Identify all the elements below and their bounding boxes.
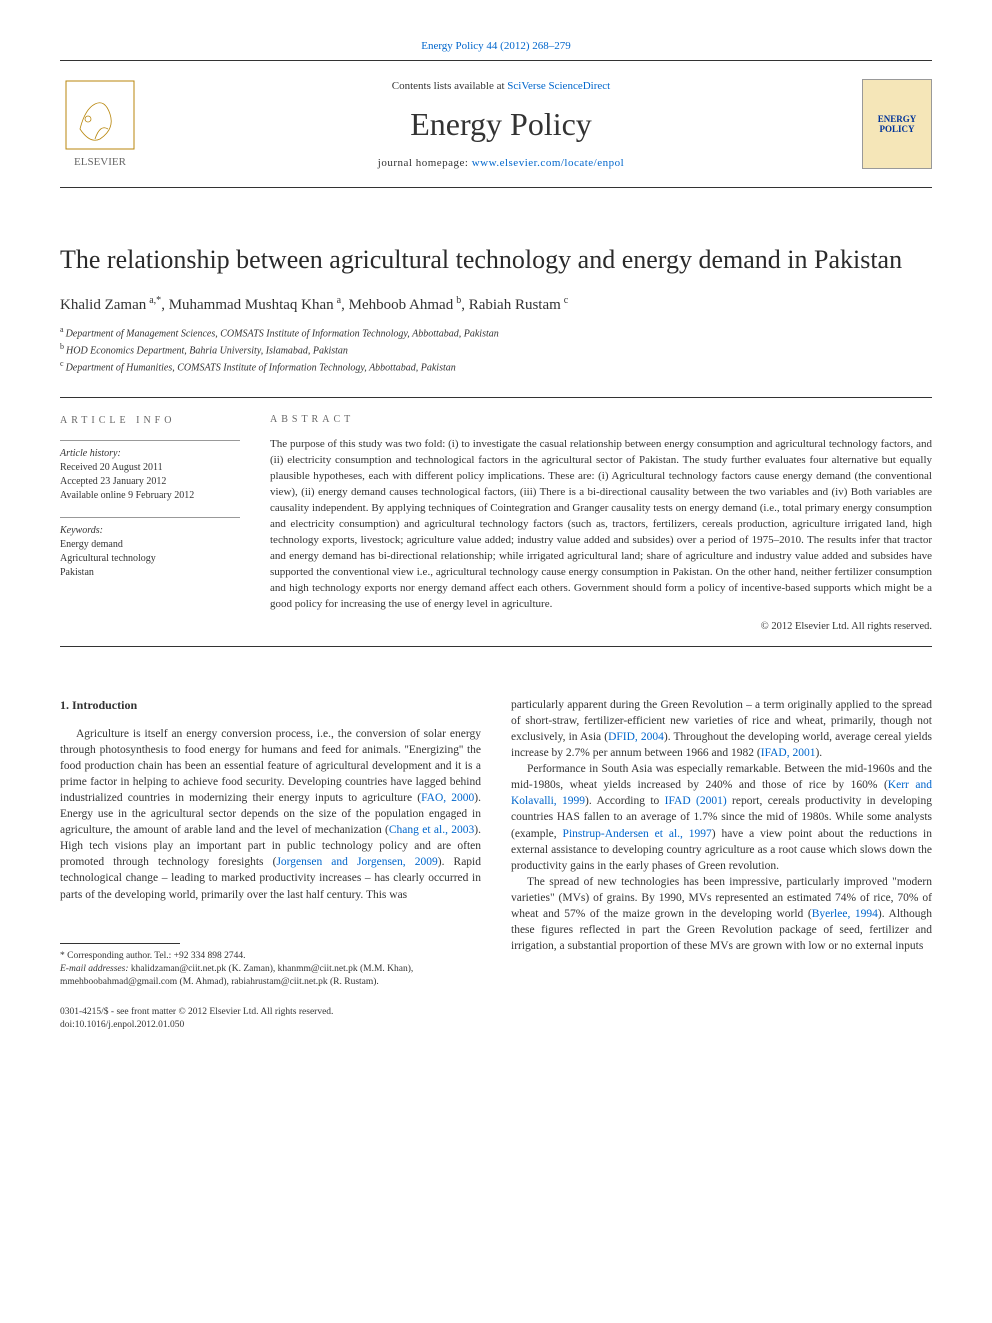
journal-reference: Energy Policy 44 (2012) 268–279 [60,40,932,52]
received-date: Received 20 August 2011 [60,461,240,475]
intro-paragraph-3: The spread of new technologies has been … [511,874,932,954]
history-label: Article history: [60,447,240,461]
text-span: ). According to [585,795,665,807]
ref-jorgensen-2009[interactable]: Jorgensen and Jorgensen, 2009 [276,856,437,868]
abstract-label: ABSTRACT [270,414,932,425]
section-heading-intro: 1. Introduction [60,697,481,714]
meta-rule-1 [60,440,240,441]
author: Khalid Zaman a,* [60,297,161,313]
homepage-line: journal homepage: www.elsevier.com/locat… [140,157,862,169]
intro-paragraph-1: Agriculture is itself an energy conversi… [60,726,481,903]
text-span: Performance in South Asia was especially… [511,763,932,791]
affil-sup: b [60,342,66,351]
journal-cover-thumbnail: ENERGY POLICY [862,79,932,169]
meta-rule-2 [60,517,240,518]
affiliation: b HOD Economics Department, Bahria Unive… [60,341,932,358]
email-label: E-mail addresses: [60,964,129,974]
journal-ref-link[interactable]: Energy Policy 44 (2012) 268–279 [421,40,571,52]
article-info-column: ARTICLE INFO Article history: Received 2… [60,414,240,631]
author-affil-sup: a,* [149,295,161,306]
text-span: Agriculture is itself an energy conversi… [60,728,481,804]
article-title: The relationship between agricultural te… [60,244,932,277]
text-span: ). [815,747,822,759]
author-affil-sup: b [456,295,461,306]
contents-prefix: Contents lists available at [392,80,507,92]
keyword: Energy demand [60,538,240,552]
affiliation: a Department of Management Sciences, COM… [60,324,932,341]
body-column-right: particularly apparent during the Green R… [511,697,932,1032]
front-matter-meta: 0301-4215/$ - see front matter © 2012 El… [60,1006,481,1033]
ref-chang-2003[interactable]: Chang et al., 2003 [389,824,474,836]
keyword: Agricultural technology [60,552,240,566]
keyword: Pakistan [60,566,240,580]
header-center: Contents lists available at SciVerse Sci… [140,80,862,169]
sciencedirect-link[interactable]: SciVerse ScienceDirect [507,80,610,92]
accepted-date: Accepted 23 January 2012 [60,475,240,489]
article-history: Article history: Received 20 August 2011… [60,447,240,503]
article-info-label: ARTICLE INFO [60,414,240,428]
doi: doi:10.1016/j.enpol.2012.01.050 [60,1019,481,1032]
online-date: Available online 9 February 2012 [60,489,240,503]
author: Mehboob Ahmad b [349,297,462,313]
contents-available-line: Contents lists available at SciVerse Sci… [140,80,862,92]
author: Rabiah Rustam c [469,297,569,313]
body-column-left: 1. Introduction Agriculture is itself an… [60,697,481,1032]
ref-ifad-2001b[interactable]: IFAD (2001) [665,795,727,807]
ref-ifad-2001[interactable]: IFAD, 2001 [761,747,816,759]
affiliation-list: a Department of Management Sciences, COM… [60,324,932,376]
abstract-copyright: © 2012 Elsevier Ltd. All rights reserved… [270,621,932,632]
homepage-prefix: journal homepage: [378,157,472,169]
meta-abstract-row: ARTICLE INFO Article history: Received 2… [60,397,932,646]
author-list: Khalid Zaman a,*, Muhammad Mushtaq Khan … [60,295,932,314]
homepage-link[interactable]: www.elsevier.com/locate/enpol [472,157,624,169]
publisher-name-text: ELSEVIER [74,156,127,168]
affil-sup: a [60,325,66,334]
email-addresses: E-mail addresses: khalidzaman@ciit.net.p… [60,963,481,990]
affiliation: c Department of Humanities, COMSATS Inst… [60,358,932,375]
journal-name: Energy Policy [140,106,862,143]
issn-copyright: 0301-4215/$ - see front matter © 2012 El… [60,1006,481,1019]
author-affil-sup: c [564,295,568,306]
author: Muhammad Mushtaq Khan a [169,297,341,313]
ref-byerlee-1994[interactable]: Byerlee, 1994 [812,908,878,920]
abstract-column: ABSTRACT The purpose of this study was t… [270,414,932,631]
affil-sup: c [60,359,66,368]
ref-fao-2000[interactable]: FAO, 2000 [421,792,474,804]
journal-header: ELSEVIER Contents lists available at Sci… [60,61,932,187]
footnotes: * Corresponding author. Tel.: +92 334 89… [60,950,481,990]
body-two-column: 1. Introduction Agriculture is itself an… [60,697,932,1032]
intro-paragraph-1-cont: particularly apparent during the Green R… [511,697,932,761]
title-block: The relationship between agricultural te… [60,244,932,375]
corresponding-author-note: * Corresponding author. Tel.: +92 334 89… [60,950,481,963]
footnote-rule [60,943,180,944]
abstract-text: The purpose of this study was two fold: … [270,437,932,612]
intro-paragraph-2: Performance in South Asia was especially… [511,761,932,874]
keywords-label: Keywords: [60,524,240,538]
header-rule-bottom [60,187,932,188]
keywords-block: Keywords: Energy demandAgricultural tech… [60,524,240,580]
ref-dfid-2004[interactable]: DFID, 2004 [608,731,664,743]
author-affil-sup: a [337,295,341,306]
elsevier-logo: ELSEVIER [60,79,140,169]
cover-title-text: ENERGY POLICY [867,114,927,134]
ref-pinstrup-1997[interactable]: Pinstrup-Andersen et al., 1997 [563,828,712,840]
